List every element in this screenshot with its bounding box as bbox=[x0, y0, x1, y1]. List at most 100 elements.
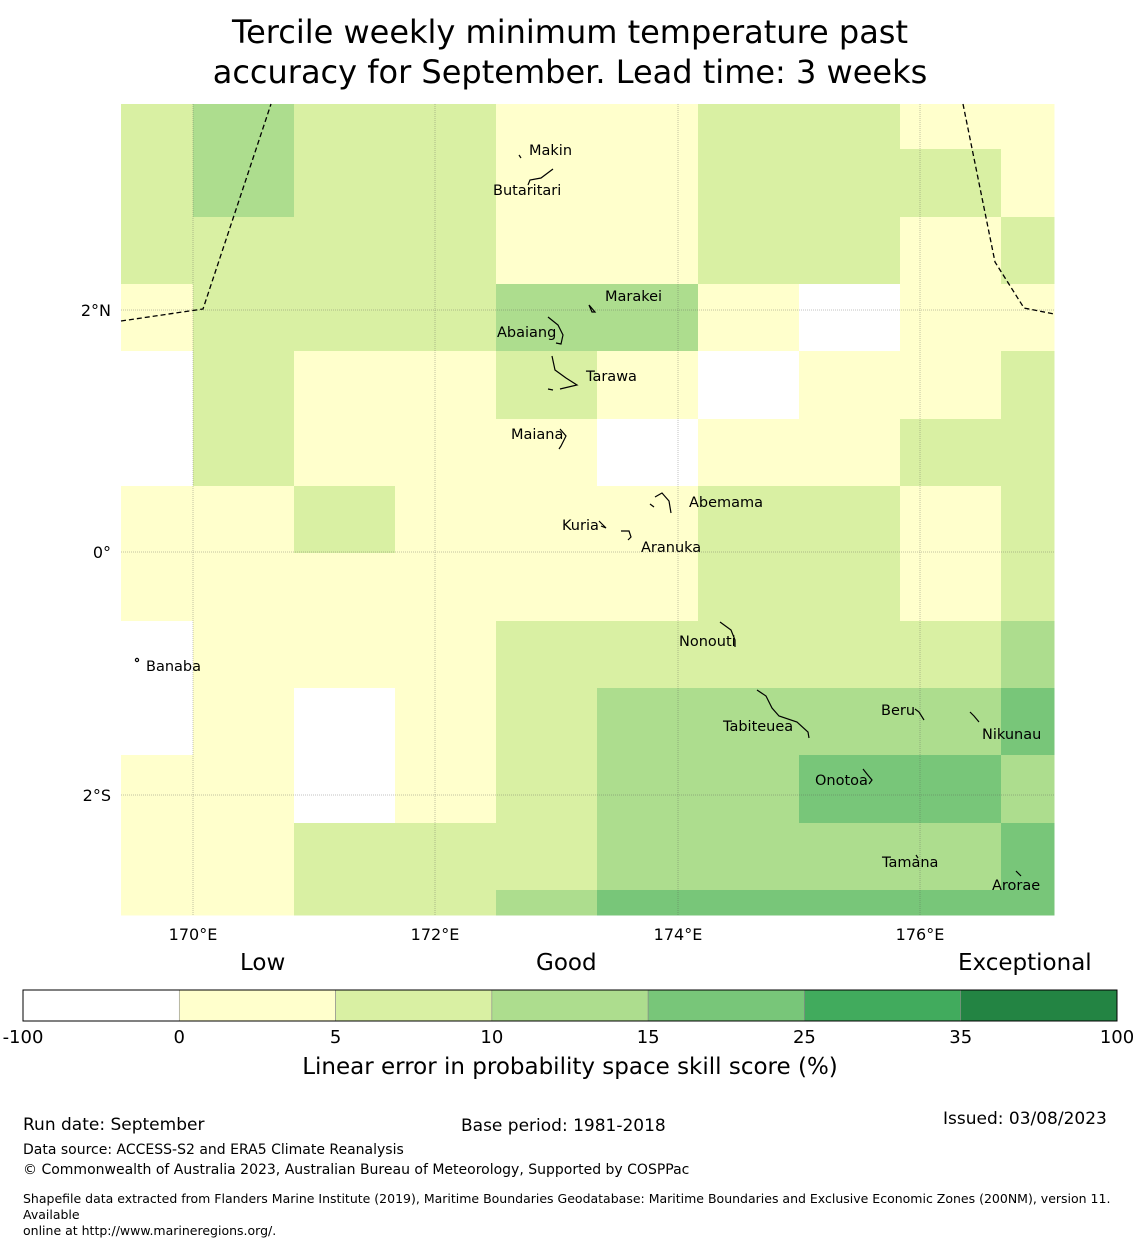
grid-cell bbox=[193, 486, 295, 554]
grid-cell bbox=[294, 553, 396, 622]
grid-cell bbox=[597, 419, 699, 487]
grid-cell bbox=[193, 104, 295, 150]
grid-cell bbox=[496, 890, 598, 916]
grid-cell bbox=[597, 104, 699, 150]
place-tarawa: Tarawa bbox=[585, 369, 637, 385]
grid-cell bbox=[1001, 419, 1055, 487]
island-abaiang bbox=[547, 316, 564, 345]
grid-cell bbox=[121, 890, 194, 916]
place-kuria: Kuria bbox=[562, 518, 599, 534]
place-maiana: Maiana bbox=[511, 427, 563, 443]
colorbar-tick-label: 10 bbox=[480, 1027, 503, 1048]
lon-tick-174e: 174°E bbox=[654, 925, 703, 944]
colorbar-tick-label: 100 bbox=[1100, 1027, 1134, 1048]
grid-cell bbox=[698, 890, 800, 916]
grid-cell bbox=[900, 104, 1002, 150]
island-tarawa-west bbox=[547, 388, 554, 391]
grid-cell bbox=[121, 217, 194, 285]
base-period: Base period: 1981-2018 bbox=[461, 1116, 666, 1136]
grid-cell bbox=[121, 755, 194, 824]
grid-cell bbox=[395, 755, 497, 824]
grid-cell bbox=[799, 284, 901, 352]
grid-cell bbox=[121, 149, 194, 218]
lat-tick-0: 0° bbox=[93, 543, 111, 562]
grid-cell bbox=[597, 890, 699, 916]
grid-cell bbox=[294, 688, 396, 756]
grid-cell bbox=[294, 755, 396, 824]
colorbar-tick-label: 35 bbox=[949, 1027, 972, 1048]
grid-cell bbox=[1001, 553, 1055, 622]
grid-cell bbox=[1001, 688, 1055, 756]
grid-cell bbox=[121, 104, 194, 150]
colorbar-tick-label: -100 bbox=[3, 1027, 44, 1048]
colorbar-segment bbox=[491, 989, 649, 1022]
title-line-2: accuracy for September. Lead time: 3 wee… bbox=[212, 53, 928, 91]
island-onotoa bbox=[862, 768, 873, 785]
grid-cell bbox=[193, 284, 295, 352]
place-arorae: Arorae bbox=[992, 878, 1040, 894]
grid-cell bbox=[193, 351, 295, 420]
grid-cell bbox=[698, 553, 800, 622]
grid-cell bbox=[597, 149, 699, 218]
place-makin: Makin bbox=[529, 143, 572, 159]
title-line-1: Tercile weekly minimum temperature past bbox=[231, 13, 909, 51]
grid-cell bbox=[496, 486, 598, 554]
place-abaiang: Abaiang bbox=[497, 325, 556, 341]
grid-cell bbox=[597, 621, 699, 689]
island-abemama bbox=[654, 492, 672, 514]
grid-cell bbox=[496, 419, 598, 487]
grid-cell bbox=[900, 149, 1002, 218]
grid-cell bbox=[698, 486, 800, 554]
chart-title: Tercile weekly minimum temperature past … bbox=[0, 12, 1140, 92]
grid-cell bbox=[698, 621, 800, 689]
grid-cell bbox=[121, 823, 194, 891]
issued-date: Issued: 03/08/2023 bbox=[943, 1109, 1107, 1129]
colorbar-ticks: -100 0 5 10 15 25 35 100 bbox=[3, 1027, 1135, 1048]
grid-cell bbox=[597, 284, 699, 352]
place-abemama: Abemama bbox=[689, 495, 763, 511]
colorbar-segment bbox=[335, 989, 493, 1022]
grid-cell bbox=[900, 553, 1002, 622]
island-aranuka bbox=[621, 530, 632, 541]
grid-cell bbox=[294, 104, 396, 150]
grid-cell bbox=[900, 621, 1002, 689]
island-abemama-west bbox=[649, 503, 655, 508]
grid-cell bbox=[799, 553, 901, 622]
grid-cell bbox=[395, 486, 497, 554]
island-banaba bbox=[134, 657, 140, 663]
islands bbox=[134, 154, 1022, 877]
grid-cell bbox=[900, 688, 1002, 756]
island-beru bbox=[914, 708, 925, 721]
grid-cell bbox=[597, 351, 699, 420]
skill-grid bbox=[121, 104, 1055, 916]
shapefile-credit-line-2: online at http://www.marineregions.org/. bbox=[23, 1223, 277, 1238]
grid-cell bbox=[496, 284, 598, 352]
lon-tick-172e: 172°E bbox=[411, 925, 460, 944]
grid-cell bbox=[121, 621, 194, 689]
grid-cell bbox=[121, 419, 194, 487]
grid-cell bbox=[395, 104, 497, 150]
colorbar-segment bbox=[960, 989, 1118, 1022]
grid-cell bbox=[698, 755, 800, 824]
grid-cell bbox=[1001, 351, 1055, 420]
grid-cell bbox=[698, 419, 800, 487]
grid-cell bbox=[799, 351, 901, 420]
grid-cell bbox=[1001, 755, 1055, 824]
grid-cell bbox=[799, 621, 901, 689]
grid-cell bbox=[799, 890, 901, 916]
grid-cell bbox=[294, 217, 396, 285]
grid-cell bbox=[799, 149, 901, 218]
grid-cell bbox=[799, 823, 901, 891]
grid-cell bbox=[1001, 104, 1055, 150]
colorbar-segment bbox=[647, 989, 805, 1022]
grid-cell bbox=[1001, 284, 1055, 352]
category-exceptional: Exceptional bbox=[958, 950, 1092, 976]
grid-cell bbox=[395, 217, 497, 285]
map: Makin Butaritari Marakei Abaiang Tarawa … bbox=[81, 103, 1055, 944]
grid-cell bbox=[121, 284, 194, 352]
colorbar-segments bbox=[22, 989, 1118, 1022]
place-onotoa: Onotoa bbox=[815, 773, 868, 789]
grid-cell bbox=[395, 284, 497, 352]
lat-tick-2s: 2°S bbox=[83, 786, 111, 805]
grid-cell bbox=[121, 351, 194, 420]
